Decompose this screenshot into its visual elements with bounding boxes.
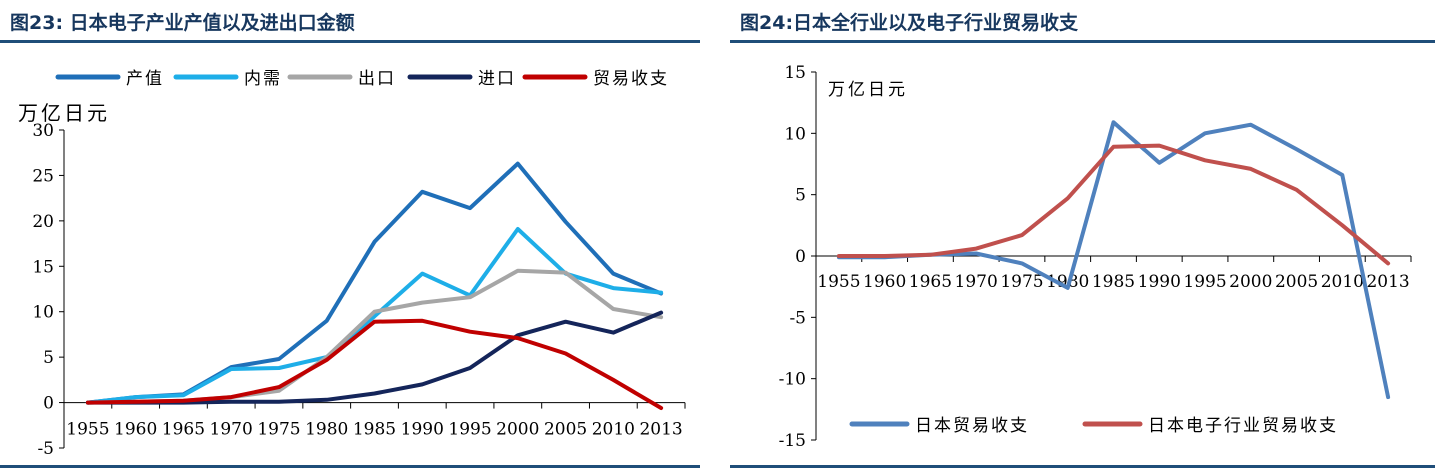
x-tick-label: 1995 <box>448 420 491 440</box>
y-axis-unit-label: 万亿日元 <box>828 80 908 100</box>
y-tick-label: 0 <box>43 394 54 414</box>
y-tick-label: 10 <box>784 124 806 144</box>
x-tick-label: 1995 <box>1183 272 1226 292</box>
x-tick-label: 1990 <box>401 420 444 440</box>
y-tick-label: -10 <box>779 370 806 390</box>
legend-label-3: 出口 <box>358 69 396 89</box>
left-chart-panel: 图23: 日本电子产业产值以及进出口金额 -5 0 5 10 15 20 25 30 1955 1… <box>0 0 700 474</box>
legend-label-4: 进口 <box>478 69 516 89</box>
right-bottom-rule <box>730 465 1435 468</box>
x-tick-label: 2010 <box>1321 272 1364 292</box>
series-line-3 <box>85 268 664 405</box>
x-tick-label: 2000 <box>1229 272 1272 292</box>
x-tick-label: 1985 <box>1092 272 1135 292</box>
left-chart-title: 图23: 日本电子产业产值以及进出口金额 <box>10 12 355 34</box>
x-tick-label: 1955 <box>66 420 109 440</box>
x-tick-label: 1965 <box>909 272 952 292</box>
y-tick-label: 0 <box>795 247 806 267</box>
x-tick-label: 1970 <box>955 272 998 292</box>
legend-label-2: 日本电子行业贸易收支 <box>1148 416 1338 436</box>
series-line-1 <box>85 161 664 405</box>
left-title-rule <box>0 40 700 43</box>
right-title-rule <box>730 40 1435 43</box>
x-tick-label: 2005 <box>544 420 587 440</box>
x-tick-label: 1990 <box>1138 272 1181 292</box>
y-tick-label: 10 <box>32 303 54 323</box>
legend-label-5: 贸易收支 <box>593 69 669 89</box>
x-tick-label: 2013 <box>1366 272 1409 292</box>
x-tick-label: 1975 <box>1000 272 1043 292</box>
y-axis-unit-label: 万亿日元 <box>18 101 110 125</box>
y-tick-label: -5 <box>789 308 806 328</box>
y-tick-label: 25 <box>32 166 54 186</box>
x-tick-label: 2000 <box>496 420 539 440</box>
y-tick-label: -5 <box>37 439 54 459</box>
right-chart-panel: 图24:日本全行业以及电子行业贸易收支 -15 -10 -5 0 5 10 15 1955 19… <box>730 0 1435 474</box>
x-tick-label: 1960 <box>863 272 906 292</box>
x-tick-label: 2010 <box>592 420 635 440</box>
y-tick-label: 5 <box>43 348 54 368</box>
series-line-2 <box>836 143 1391 266</box>
y-tick-label: 5 <box>795 186 806 206</box>
y-tick-label: 15 <box>32 257 54 277</box>
series-line-5 <box>85 318 664 410</box>
legend-label-1: 产值 <box>126 69 164 89</box>
y-tick-label: 15 <box>784 63 806 83</box>
y-tick-label: -15 <box>779 431 806 451</box>
x-tick-label: 1985 <box>353 420 396 440</box>
x-tick-label: 1955 <box>817 272 860 292</box>
x-tick-label: 1970 <box>210 420 253 440</box>
right-chart-title: 图24:日本全行业以及电子行业贸易收支 <box>740 12 1079 34</box>
series-line-2 <box>85 227 664 405</box>
x-tick-label: 1965 <box>162 420 205 440</box>
legend-label-1: 日本贸易收支 <box>915 416 1029 436</box>
x-tick-label: 1960 <box>114 420 157 440</box>
legend-label-2: 内需 <box>244 69 282 89</box>
x-tick-label: 1975 <box>257 420 300 440</box>
left-bottom-rule <box>0 465 700 468</box>
x-tick-label: 2005 <box>1275 272 1318 292</box>
x-tick-label: 2013 <box>639 420 682 440</box>
x-tick-label: 1980 <box>305 420 348 440</box>
series-line-1 <box>836 120 1391 400</box>
y-tick-label: 30 <box>32 121 54 141</box>
y-tick-label: 20 <box>32 212 54 232</box>
